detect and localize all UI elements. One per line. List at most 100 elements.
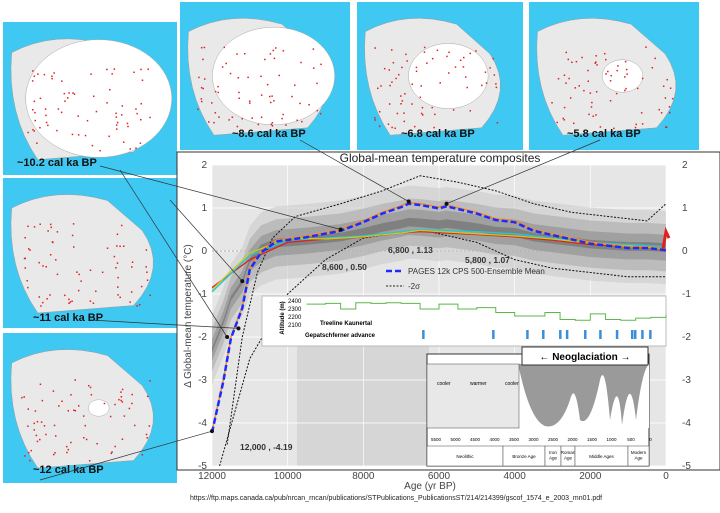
- site-dot: [117, 294, 119, 296]
- site-dot: [269, 53, 272, 55]
- site-dot: [202, 58, 204, 61]
- legend-mean-label: PAGES 12k CPS 500-Ensemble Mean: [408, 267, 545, 276]
- site-dot: [200, 100, 203, 103]
- inset-scale-tick: 1000: [606, 437, 617, 442]
- site-dot: [591, 101, 593, 104]
- ice-sheet: [408, 43, 489, 109]
- arrow-head: [338, 227, 343, 232]
- inset-phase: cooler: [437, 381, 451, 387]
- map-label: ~11 cal ka BP: [33, 312, 104, 324]
- site-dot: [84, 424, 87, 427]
- site-dot: [671, 97, 674, 100]
- treeline-panel-bg: [261, 295, 667, 347]
- site-dot: [282, 113, 284, 116]
- site-dot: [587, 69, 589, 72]
- site-dot: [56, 231, 59, 233]
- legend: PAGES 12k CPS 500-Ensemble Mean -2σ: [386, 267, 545, 291]
- ice-sheet-map: [10, 38, 173, 160]
- site-dot: [37, 73, 39, 75]
- site-dot: [129, 301, 131, 303]
- alt-tick: 2300: [288, 307, 302, 313]
- site-dot: [404, 93, 406, 95]
- site-dot: [46, 298, 48, 300]
- site-dot: [69, 301, 72, 303]
- alt-tick: 2400: [288, 299, 302, 305]
- landmass: [10, 194, 154, 314]
- site-dot: [587, 80, 590, 82]
- site-dot: [264, 58, 266, 61]
- site-dot: [431, 57, 434, 60]
- site-dot: [24, 267, 27, 269]
- site-dot: [141, 79, 144, 82]
- treeline-line: [306, 302, 667, 321]
- site-dot: [72, 92, 74, 94]
- advance-bar: [641, 330, 644, 339]
- site-dot: [563, 106, 566, 109]
- inset-scale-tick: 3000: [528, 437, 539, 442]
- site-dot: [23, 396, 25, 398]
- site-dot: [131, 261, 134, 263]
- x-tick: 6000: [428, 471, 451, 482]
- site-dot: [71, 133, 74, 136]
- site-dot: [33, 130, 35, 132]
- site-dot: [391, 81, 393, 83]
- site-dot: [281, 117, 283, 120]
- site-dot: [127, 125, 129, 128]
- site-dot: [377, 87, 379, 90]
- site-dot: [51, 75, 53, 78]
- site-dot: [448, 51, 450, 54]
- advance-bar: [599, 330, 602, 339]
- site-dot: [34, 111, 36, 114]
- site-dot: [108, 135, 110, 138]
- y-tick-right: -1: [682, 289, 691, 300]
- site-dot: [658, 108, 660, 111]
- site-dot: [636, 87, 639, 90]
- site-dot: [146, 271, 148, 273]
- site-dot: [617, 65, 619, 67]
- site-dot: [88, 384, 90, 387]
- site-dot: [44, 108, 47, 110]
- site-dot: [308, 104, 310, 106]
- site-dot: [567, 58, 570, 61]
- site-dot: [101, 271, 104, 274]
- site-dot: [24, 455, 26, 457]
- site-dot: [374, 47, 376, 49]
- site-dot: [120, 391, 122, 393]
- site-dot: [38, 261, 40, 264]
- site-dot: [217, 91, 219, 94]
- site-dot: [635, 123, 637, 126]
- site-dot: [433, 126, 435, 129]
- site-dot: [146, 279, 149, 281]
- site-dot: [312, 48, 315, 50]
- map-8-6-ka: ~8.6 cal ka BP: [180, 2, 350, 150]
- site-dot: [117, 286, 119, 288]
- site-dot: [73, 93, 76, 95]
- site-dot: [411, 103, 413, 105]
- alt-tick: 2200: [288, 315, 302, 321]
- inset-scale-tick: 5000: [450, 437, 461, 442]
- site-dot: [36, 142, 38, 144]
- site-dot: [562, 117, 564, 120]
- site-dot: [38, 296, 41, 298]
- site-dot: [615, 92, 618, 95]
- ice-sheet: [25, 39, 173, 158]
- advance-bar: [633, 330, 637, 339]
- site-dot: [52, 390, 55, 392]
- site-dot: [63, 92, 66, 95]
- site-dot: [221, 66, 224, 68]
- source-url[interactable]: https://ftp.maps.canada.ca/pub/nrcan_rnc…: [190, 495, 603, 502]
- site-dot: [29, 249, 31, 251]
- pointer-arrow: [119, 169, 228, 338]
- site-dot: [581, 56, 583, 59]
- site-dot: [74, 379, 76, 381]
- site-dot: [113, 68, 116, 70]
- site-dot: [146, 395, 149, 398]
- site-dot: [68, 302, 70, 305]
- inset-period-label: Bronze Age: [512, 454, 536, 459]
- site-dot: [466, 86, 468, 89]
- site-dot: [32, 70, 34, 72]
- sigma-lower-line: [219, 228, 666, 467]
- site-dot: [121, 438, 124, 440]
- x-tick: 0: [663, 471, 669, 482]
